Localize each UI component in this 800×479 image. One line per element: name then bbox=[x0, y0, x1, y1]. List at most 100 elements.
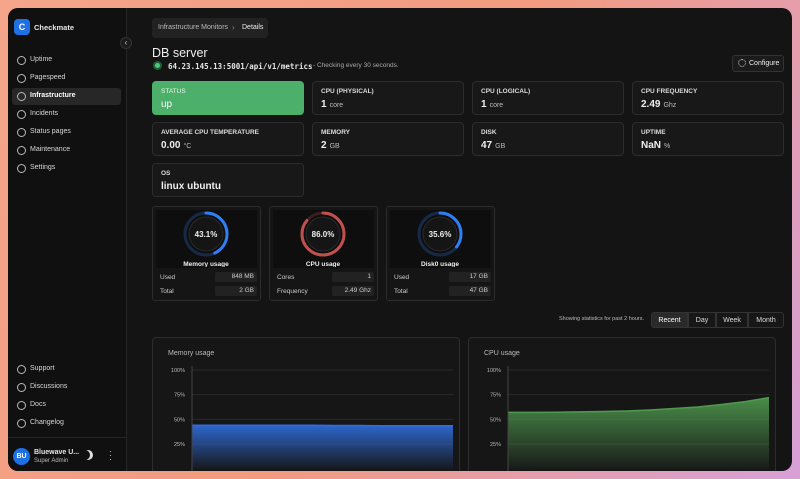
chart: 100% 75% 50% 25% bbox=[171, 366, 453, 471]
nav-active-bg bbox=[12, 88, 121, 105]
gauge: 43.1% Memory usage bbox=[183, 211, 229, 267]
row-label: Frequency bbox=[277, 288, 308, 295]
nav-icon bbox=[17, 56, 26, 65]
row-value: 47 GB bbox=[449, 286, 491, 296]
chart-title: Memory usage bbox=[168, 350, 215, 357]
nav-icon bbox=[17, 419, 26, 428]
app-window: C Checkmate ‹ Uptime Pagespeed Infrastruct… bbox=[8, 8, 792, 471]
row-label: Cores bbox=[277, 274, 295, 281]
stat-value: 2 GB bbox=[321, 140, 340, 151]
stat-value: linux ubuntu bbox=[161, 181, 221, 192]
range-tab[interactable]: Day bbox=[688, 312, 716, 328]
stat-label: MEMORY bbox=[321, 129, 351, 136]
stat-label: AVERAGE CPU TEMPERATURE bbox=[161, 129, 259, 136]
y-tick-label: 100% bbox=[171, 368, 185, 374]
logo[interactable]: C bbox=[14, 19, 30, 35]
chart-panel: CPU usage 100% 75% 50% 25% bbox=[468, 337, 776, 471]
configure-label: Configure bbox=[749, 60, 780, 67]
line bbox=[508, 396, 770, 414]
stat-label: CPU (PHYSICAL) bbox=[321, 88, 374, 95]
brand: Checkmate bbox=[34, 23, 75, 32]
stat-unit: GB bbox=[495, 143, 506, 150]
stat-card: CPU (PHYSICAL) 1 core bbox=[312, 81, 464, 115]
range-tab[interactable]: Month bbox=[748, 312, 784, 328]
range-tab[interactable]: Week bbox=[716, 312, 748, 328]
nav-item[interactable]: Docs bbox=[30, 401, 46, 408]
nav-icon bbox=[17, 110, 26, 119]
nav-item[interactable]: Status pages bbox=[30, 128, 71, 135]
stat-label: DISK bbox=[481, 129, 497, 136]
row-value: 2.49 Ghz bbox=[332, 286, 374, 296]
gauge-arc bbox=[300, 211, 346, 257]
nav-icon bbox=[17, 383, 26, 392]
range-tab[interactable]: Recent bbox=[651, 312, 688, 328]
gauge-inner bbox=[188, 216, 224, 252]
gauge: 35.6% Disk0 usage bbox=[417, 211, 463, 267]
nav-item[interactable]: Infrastructure bbox=[30, 92, 76, 99]
gauge: 86.0% CPU usage bbox=[300, 211, 346, 267]
row-value: 2 GB bbox=[215, 286, 257, 296]
stat-label: STATUS bbox=[161, 88, 186, 95]
configure-button[interactable]: Configure bbox=[732, 55, 784, 72]
y-tick-label: 25% bbox=[490, 442, 501, 448]
stat-label: UPTIME bbox=[641, 129, 666, 136]
stat-label: CPU (LOGICAL) bbox=[481, 88, 531, 95]
status-dot bbox=[153, 61, 162, 70]
nav-icon bbox=[17, 146, 26, 155]
gauge-title: CPU usage bbox=[306, 261, 341, 267]
stat-unit: °C bbox=[183, 143, 192, 150]
chart: 100% 75% 50% 25% bbox=[487, 366, 770, 471]
row-value: 17 GB bbox=[449, 272, 491, 282]
row-value: 848 MB bbox=[215, 272, 257, 282]
check-note: - Checking every 30 seconds. bbox=[313, 62, 399, 69]
stat-number: NaN bbox=[641, 140, 662, 151]
stat-unit: GB bbox=[329, 143, 340, 150]
stat-number: up bbox=[161, 99, 173, 110]
stat-card: STATUS up bbox=[152, 81, 304, 115]
nav-item[interactable]: Changelog bbox=[30, 419, 64, 426]
row-label: Total bbox=[160, 288, 174, 295]
gauge-card: 86.0% CPU usage Cores 1 Frequency 2.49 Ghz bbox=[269, 206, 378, 301]
gauge-card: 43.1% Memory usage Used 848 MB Total 2 GB bbox=[152, 206, 261, 301]
gear-icon bbox=[738, 59, 746, 67]
nav-item[interactable]: Incidents bbox=[30, 110, 59, 117]
nav-item[interactable]: Pagespeed bbox=[30, 74, 66, 81]
stat-value: 0.00 °C bbox=[161, 140, 191, 151]
stat-card: UPTIME NaN% bbox=[632, 122, 784, 156]
stat-value: 2.49 Ghz bbox=[641, 99, 676, 110]
line bbox=[192, 424, 453, 427]
avatar[interactable]: BU bbox=[13, 448, 30, 465]
collapse-button[interactable]: ‹ bbox=[120, 37, 132, 49]
y-tick-label: 75% bbox=[490, 393, 501, 399]
row-label: Used bbox=[160, 274, 176, 281]
gauge-inner bbox=[305, 216, 341, 252]
nav-item[interactable]: Uptime bbox=[30, 56, 53, 63]
stat-card: MEMORY 2 GB bbox=[312, 122, 464, 156]
theme-toggle[interactable] bbox=[83, 450, 93, 460]
nav-item[interactable]: Settings bbox=[30, 164, 56, 171]
nav-icon bbox=[17, 92, 26, 101]
gauge-title: Disk0 usage bbox=[421, 261, 459, 267]
stat-value: 1 core bbox=[321, 99, 343, 110]
row-label: Total bbox=[394, 288, 408, 295]
stat-card: DISK 47 GB bbox=[472, 122, 624, 156]
user-menu[interactable]: · · · bbox=[109, 446, 112, 464]
nav-icon bbox=[17, 365, 26, 374]
range-note: Showing statistics for past 2 hours. bbox=[559, 316, 644, 322]
nav-item[interactable]: Support bbox=[30, 365, 55, 372]
area bbox=[508, 397, 769, 469]
nav-icon bbox=[17, 164, 26, 173]
breadcrumb bbox=[152, 18, 268, 38]
breadcrumb-item[interactable]: Infrastructure Monitors bbox=[158, 24, 229, 31]
nav-item[interactable]: Discussions bbox=[30, 383, 68, 390]
nav-item[interactable]: Maintenance bbox=[30, 146, 71, 153]
stat-unit: Ghz bbox=[663, 102, 677, 109]
stat-value: NaN% bbox=[641, 140, 670, 151]
stat-number: 2 bbox=[321, 140, 327, 151]
y-tick-label: 75% bbox=[174, 393, 185, 399]
gauge-title: Memory usage bbox=[183, 261, 229, 267]
gauge-label: 86.0% bbox=[312, 230, 335, 239]
gauge-label: 35.6% bbox=[429, 230, 452, 239]
stat-unit: % bbox=[664, 143, 671, 150]
